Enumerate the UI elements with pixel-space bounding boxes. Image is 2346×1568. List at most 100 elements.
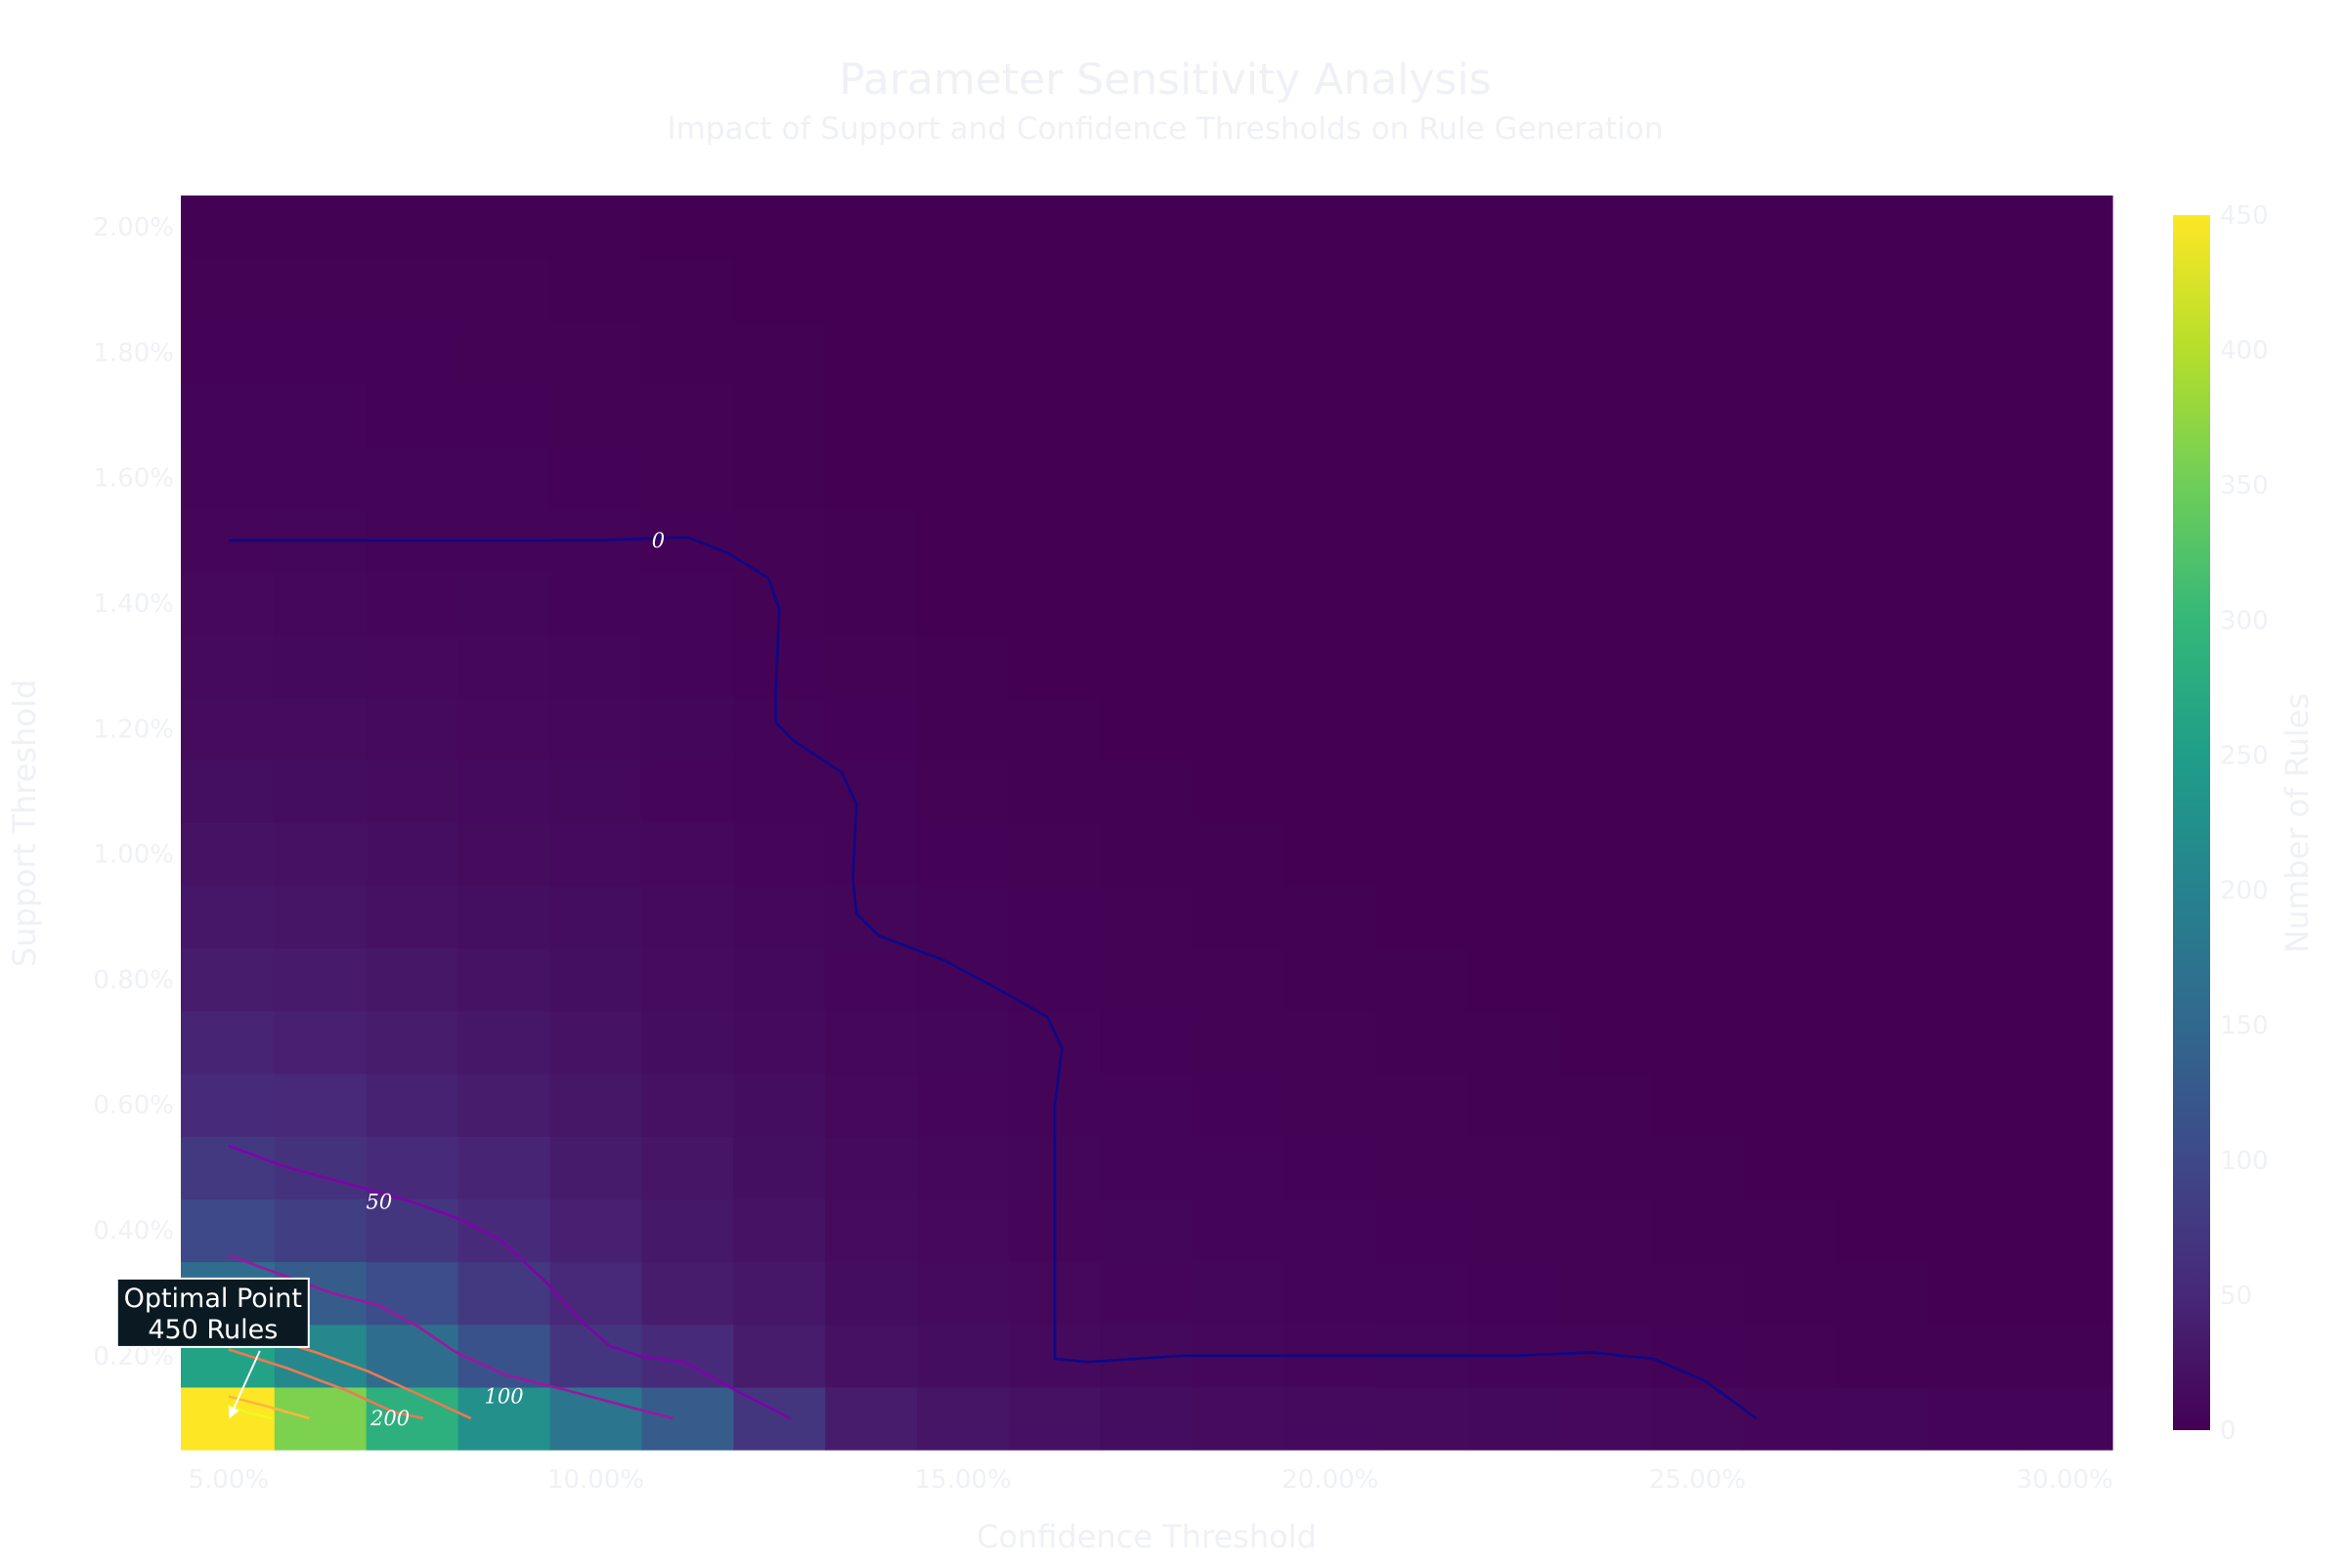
heatmap-cell [733,947,826,1012]
heatmap-cell [1835,1386,1928,1451]
heatmap-cell [1559,1324,1653,1388]
heatmap-cell [2019,1136,2113,1199]
heatmap-cell [641,947,734,1012]
heatmap-cell [1559,383,1653,448]
heatmap-cell [1927,508,2020,573]
colorbar-tick-label: 50 [2220,1282,2252,1311]
heatmap-cell [1283,1261,1377,1326]
heatmap-cell [825,947,918,1012]
heatmap-cell [549,446,643,510]
heatmap-cell [917,1073,1010,1137]
x-axis-ticks: 5.00% 10.00% 15.00% 20.00% 25.00% 30.00% [188,1465,2112,1495]
x-tick-label: 5.00% [188,1465,269,1495]
heatmap-cell [549,1136,643,1199]
heatmap-cell [1101,508,1194,573]
heatmap-cell [366,258,459,322]
heatmap-cell [366,822,459,887]
heatmap-cell [366,1073,459,1137]
heatmap-cell [1651,321,1745,385]
heatmap-cell [1283,634,1377,698]
heatmap-cell [641,258,734,322]
heatmap-cell [549,571,643,635]
heatmap-cell [1743,822,1836,887]
heatmap-cell [917,1386,1010,1451]
heatmap-cell [2019,321,2113,385]
contour-line [228,1348,424,1420]
heatmap-cell [641,885,734,949]
heatmap-cell [1009,634,1102,698]
heatmap-cell [917,258,1010,322]
heatmap-cell [1467,885,1561,949]
x-tick-label: 10.00% [547,1465,644,1495]
heatmap-cell [1283,760,1377,824]
heatmap-cell [1835,1010,1928,1074]
contour-label: 50 [367,1191,393,1214]
colorbar-tick-label: 150 [2220,1012,2269,1041]
heatmap-cell [1192,1261,1285,1326]
heatmap-cell [1835,571,1928,635]
heatmap-cell [641,1324,734,1388]
heatmap-cell [1927,1136,2020,1199]
heatmap-cell [549,196,643,259]
heatmap-cell [2019,1386,2113,1451]
annotation-text-line2: 450 Rules [148,1315,278,1345]
heatmap-cell [1835,196,1928,259]
heatmap-cell [641,822,734,887]
heatmap-cell [917,1136,1010,1199]
heatmap-cell [1101,760,1194,824]
heatmap-cell [917,885,1010,949]
heatmap-cell [825,383,918,448]
heatmap-cell [1927,1010,2020,1074]
heatmap-cell [1927,822,2020,887]
colorbar-tick-label: 0 [2220,1416,2237,1446]
heatmap-cell [457,634,551,698]
heatmap-cell [1559,508,1653,573]
heatmap-cell [1283,822,1377,887]
heatmap-cell [1192,321,1285,385]
heatmap-cell [1283,1136,1377,1199]
heatmap-cell [1651,634,1745,698]
heatmap-cell [2019,634,2113,698]
heatmap-cell [1559,697,1653,761]
heatmap-cell [549,697,643,761]
heatmap-cell [1927,885,2020,949]
heatmap-cell [1559,1386,1653,1451]
heatmap-cell [1101,947,1194,1012]
heatmap-cell [181,1136,276,1199]
heatmap-cell [641,760,734,824]
heatmap-cell [1743,1386,1836,1451]
heatmap-cell [917,571,1010,635]
heatmap-cell [2019,1198,2113,1263]
heatmap-cell [274,1073,368,1137]
heatmap-cell [1651,508,1745,573]
heatmap-cell [1559,1136,1653,1199]
heatmap-cell [1283,1198,1377,1263]
heatmap-cell [1743,258,1836,322]
heatmap-cell [1375,885,1469,949]
heatmap-cell [917,1261,1010,1326]
heatmap-cell [825,321,918,385]
heatmap-cell [1009,1010,1102,1074]
heatmap-cell [1192,822,1285,887]
heatmap-cell [1192,760,1285,824]
heatmap-cell [1927,321,2020,385]
heatmap-cell [549,885,643,949]
heatmap-cell [549,258,643,322]
heatmap-cell [1101,383,1194,448]
heatmap-cell [1101,822,1194,887]
heatmap-cell [274,1198,368,1263]
heatmap-cell [1375,1010,1469,1074]
heatmap-cell [366,1198,459,1263]
heatmap-cell [1467,1073,1561,1137]
annotation-box [115,1277,310,1348]
heatmap-cell [825,1386,918,1451]
heatmap-cell [274,321,368,385]
heatmap-cell [1559,885,1653,949]
heatmap-cell [1101,571,1194,635]
heatmap-cell [641,571,734,635]
heatmap-cell [181,1010,276,1074]
heatmap-cell [1651,446,1745,510]
contour-line [228,536,1758,1419]
heatmap-cell [1927,634,2020,698]
heatmap-cell [641,446,734,510]
